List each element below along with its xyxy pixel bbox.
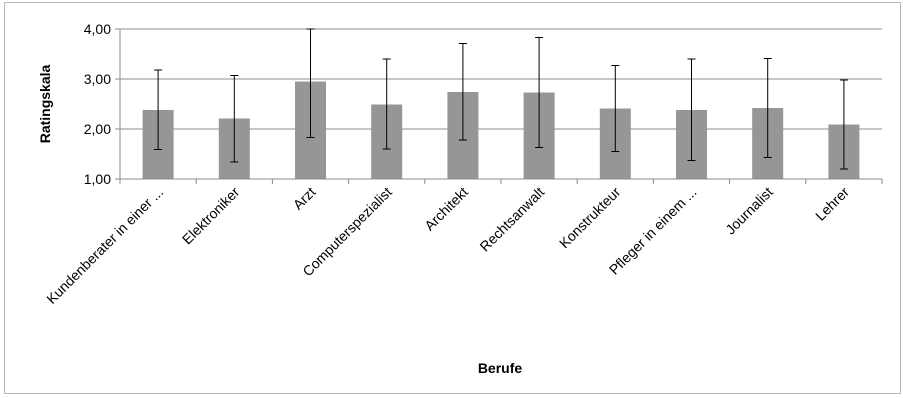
x-tick-label: Journalist bbox=[722, 184, 776, 238]
axes bbox=[115, 28, 883, 184]
y-tick-label: 4,00 bbox=[84, 21, 111, 37]
error-bars bbox=[154, 28, 848, 170]
x-tick-label: Kundenberater in einer ... bbox=[43, 184, 166, 307]
y-tick-label: 3,00 bbox=[84, 71, 111, 87]
x-axis-title: Berufe bbox=[478, 360, 523, 376]
y-tick-label: 2,00 bbox=[84, 121, 111, 137]
x-tick-label: Arzt bbox=[290, 184, 319, 213]
chart-frame bbox=[4, 2, 901, 394]
x-tick-label: Rechtsanwalt bbox=[476, 184, 547, 255]
x-tick-label: Lehrer bbox=[812, 184, 852, 224]
x-tick-label: Konstrukteur bbox=[556, 184, 624, 252]
y-axis-title: Ratingskala bbox=[37, 64, 53, 143]
bars bbox=[142, 81, 860, 179]
y-tick-label: 1,00 bbox=[84, 171, 111, 187]
x-tick-label: Elektroniker bbox=[179, 184, 243, 248]
x-tick-label: Architekt bbox=[421, 184, 471, 234]
